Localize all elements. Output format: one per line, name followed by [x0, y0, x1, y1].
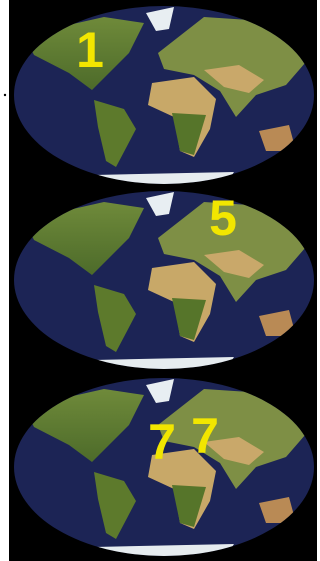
maps-figure: 1 5 7 7	[0, 0, 317, 561]
map-label: 7	[148, 414, 176, 470]
map-label: 1	[76, 22, 104, 78]
speck	[4, 94, 6, 96]
page: 1 5 7 7 (() => { const data = JSON.parse…	[0, 0, 320, 561]
map-label: 5	[209, 190, 237, 246]
map-label: 7	[191, 408, 219, 464]
